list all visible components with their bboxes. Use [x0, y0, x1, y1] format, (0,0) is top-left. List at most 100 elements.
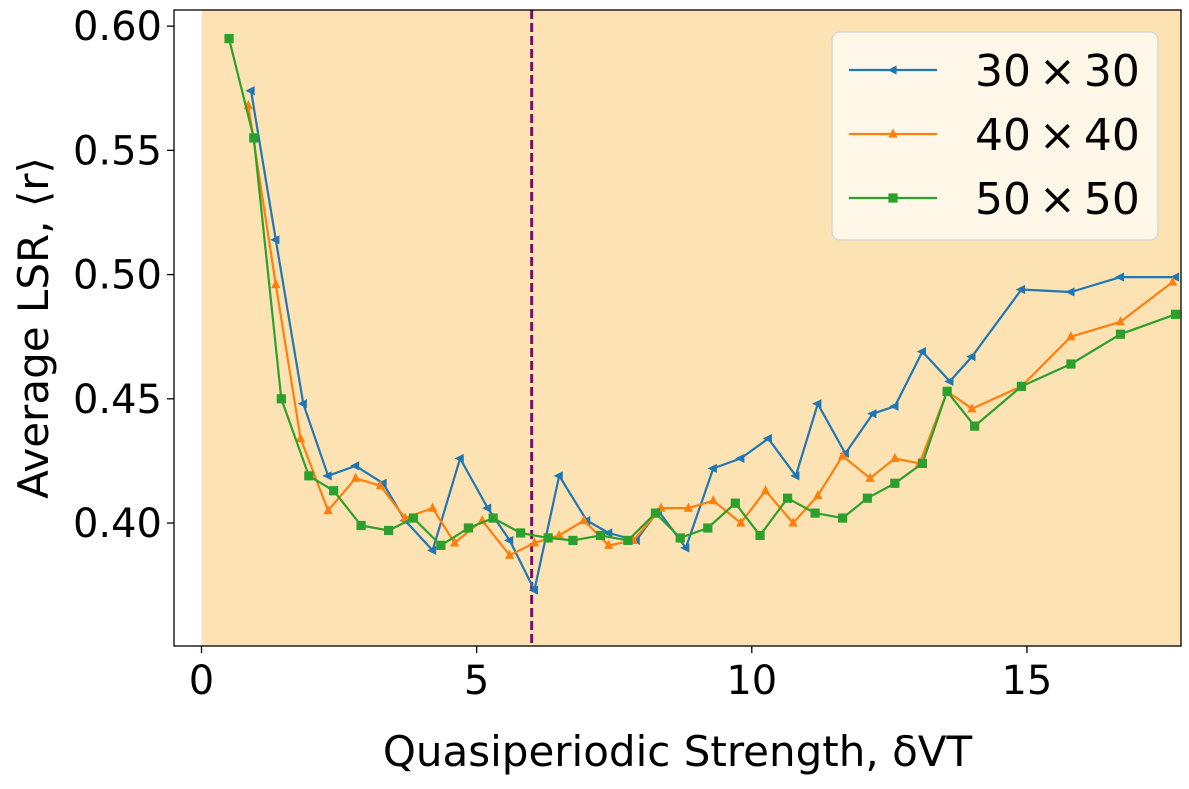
data-point [408, 513, 418, 523]
data-point [270, 235, 280, 245]
data-point [1066, 359, 1076, 369]
data-point [350, 472, 361, 482]
data-point [1065, 287, 1075, 297]
data-point [245, 86, 255, 96]
data-point [889, 401, 899, 411]
legend-marker [888, 193, 898, 203]
data-point [966, 351, 976, 362]
data-point [604, 539, 614, 549]
data-point [375, 480, 385, 490]
data-point [1115, 316, 1126, 326]
data-point [970, 421, 980, 431]
data-point [735, 453, 745, 464]
data-point [837, 513, 848, 523]
data-point [1168, 276, 1178, 286]
legend-item: 40 × 40 [849, 110, 1140, 161]
data-point [323, 505, 333, 515]
legend-item: 50 × 50 [849, 174, 1140, 225]
data-point [488, 513, 498, 523]
data-point [788, 517, 798, 527]
data-point [1016, 381, 1027, 391]
data-point [813, 490, 823, 500]
data-point [755, 530, 765, 541]
data-point [623, 535, 633, 546]
data-point [271, 278, 281, 289]
data-point [276, 394, 286, 404]
x-axis-label: Quasiperiodic Strength, δVT [383, 727, 973, 776]
data-point [428, 502, 438, 512]
data-point [839, 448, 849, 459]
y-tick-label: 0.45 [73, 377, 162, 423]
data-point [782, 493, 793, 503]
legend-label: 50 × 50 [975, 174, 1140, 225]
y-tick-label: 0.55 [73, 128, 162, 174]
data-point [916, 347, 926, 357]
series-3 [224, 33, 1181, 550]
data-point [304, 471, 314, 481]
data-point [454, 453, 464, 464]
data-point [554, 529, 564, 540]
legend-marker [887, 65, 897, 75]
data-point [1066, 331, 1076, 341]
legend-box [831, 31, 1159, 241]
legend: 30 × 30 40 × 40 50 × 50 [831, 31, 1159, 241]
legend-item: 30 × 30 [849, 46, 1140, 97]
data-point [1169, 272, 1180, 282]
data-point [762, 433, 772, 444]
y-tick-label: 0.50 [73, 253, 162, 299]
x-tick-label: 15 [1001, 658, 1052, 704]
data-point [650, 508, 661, 518]
data-point [482, 503, 492, 513]
data-point [730, 498, 740, 508]
data-point [862, 493, 872, 503]
data-point [1114, 272, 1125, 282]
data-point [675, 533, 685, 543]
data-point [427, 545, 437, 555]
legend-marker [888, 128, 898, 138]
data-point [967, 403, 977, 413]
data-point [553, 471, 563, 481]
data-point [328, 486, 339, 496]
data-point [603, 528, 613, 538]
legend-label: 40 × 40 [975, 110, 1140, 161]
data-point [450, 537, 460, 547]
data-point [349, 461, 360, 471]
data-point [516, 528, 526, 538]
data-point [322, 471, 332, 481]
data-point [942, 386, 952, 396]
data-point [1115, 329, 1126, 339]
data-point [708, 495, 718, 505]
data-point [917, 458, 927, 468]
data-point [867, 409, 877, 419]
data-point [944, 376, 954, 387]
data-point [680, 543, 690, 553]
data-point [890, 478, 900, 488]
plot-frame [173, 9, 1182, 647]
legend-label: 30 × 30 [975, 46, 1140, 97]
data-point [568, 535, 578, 546]
data-point [400, 512, 410, 522]
data-point [463, 523, 473, 533]
x-tick-label: 10 [726, 658, 777, 704]
data-point [1015, 284, 1026, 295]
data-point [790, 471, 800, 481]
data-point [295, 432, 306, 443]
data-point [528, 585, 539, 595]
data-point [543, 533, 553, 543]
data-point [1170, 309, 1181, 319]
data-point [249, 133, 259, 143]
data-point [224, 33, 234, 44]
data-point [810, 508, 820, 518]
y-tick-label: 0.40 [73, 501, 162, 547]
data-point [529, 537, 540, 547]
data-point [865, 472, 875, 482]
data-point [890, 452, 900, 463]
x-tick-label: 5 [464, 658, 489, 704]
data-point [595, 530, 606, 541]
data-point [736, 517, 746, 527]
data-point [356, 520, 366, 531]
data-point [837, 450, 848, 460]
data-point [579, 514, 589, 525]
data-point [384, 525, 394, 536]
